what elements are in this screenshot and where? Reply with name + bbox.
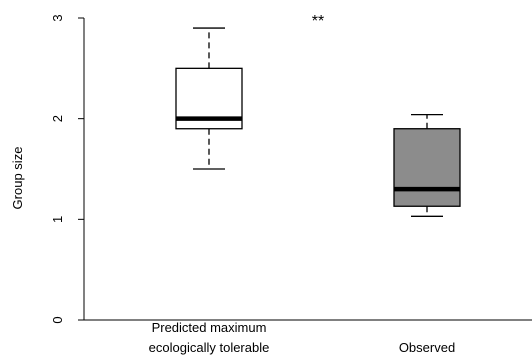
y-tick-label-0: 0	[50, 316, 65, 323]
box-0	[175, 27, 243, 170]
significance-annotation: **	[312, 13, 324, 30]
x-category-label-0-1: ecologically tolerable	[149, 340, 270, 355]
boxes	[175, 27, 461, 217]
y-tick-label-2: 2	[50, 115, 65, 122]
box-body-1	[393, 128, 461, 207]
y-tick-label-1: 1	[50, 216, 65, 223]
x-category-label-1-0: Observed	[399, 340, 455, 355]
labels: Group size **	[10, 13, 324, 209]
axes: 0 1 2 3 Predicted maximum ecologically tolera…	[50, 14, 532, 355]
x-category-label-0-0: Predicted maximum	[152, 320, 267, 335]
box-1	[393, 113, 461, 217]
y-axis-label: Group size	[10, 147, 25, 210]
y-tick-label-3: 3	[50, 14, 65, 21]
